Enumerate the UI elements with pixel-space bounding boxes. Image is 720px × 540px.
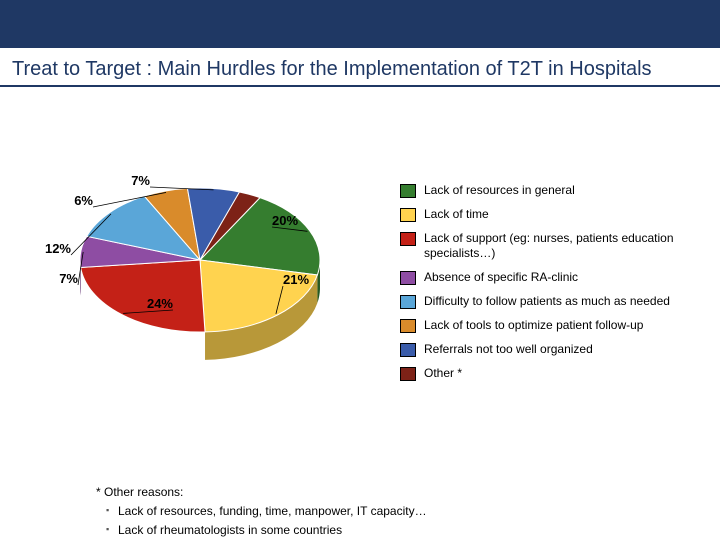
legend-swatch	[400, 208, 416, 222]
legend-item: Absence of specific RA-clinic	[400, 270, 700, 285]
legend-swatch	[400, 232, 416, 246]
legend-swatch	[400, 319, 416, 333]
legend-label: Lack of support (eg: nurses, patients ed…	[424, 231, 700, 261]
pie-slice	[81, 260, 205, 332]
legend-label: Referrals not too well organized	[424, 342, 593, 357]
legend-label: Difficulty to follow patients as much as…	[424, 294, 670, 309]
legend-item: Lack of tools to optimize patient follow…	[400, 318, 700, 333]
footnote-bullet: Lack of rheumatologists in some countrie…	[96, 521, 427, 540]
legend-label: Other *	[424, 366, 462, 381]
pct-label: 21%	[283, 272, 309, 287]
legend-label: Lack of resources in general	[424, 183, 575, 198]
legend-item: Other *	[400, 366, 700, 381]
legend-item: Lack of resources in general	[400, 183, 700, 198]
pct-label: 7%	[131, 173, 150, 188]
pct-label: 6%	[74, 193, 93, 208]
legend-label: Lack of time	[424, 207, 489, 222]
pct-label: 20%	[272, 213, 298, 228]
pie-chart: 20% 21% 24% 7% 12% 6% 7%	[0, 87, 400, 392]
pct-label: 7%	[59, 271, 78, 286]
legend-swatch	[400, 367, 416, 381]
legend-swatch	[400, 343, 416, 357]
footnote-heading: * Other reasons:	[96, 483, 427, 502]
footnote-bullet: Lack of resources, funding, time, manpow…	[96, 502, 427, 521]
legend-swatch	[400, 184, 416, 198]
legend-swatch	[400, 271, 416, 285]
pct-label: 12%	[45, 241, 71, 256]
chart-legend: Lack of resources in general Lack of time…	[400, 183, 700, 381]
legend-item: Difficulty to follow patients as much as…	[400, 294, 700, 309]
legend-label: Lack of tools to optimize patient follow…	[424, 318, 643, 333]
legend-item: Lack of time	[400, 207, 700, 222]
page-title: Treat to Target : Main Hurdles for the I…	[0, 48, 720, 87]
legend-item: Referrals not too well organized	[400, 342, 700, 357]
legend-label: Absence of specific RA-clinic	[424, 270, 578, 285]
footnotes: * Other reasons: Lack of resources, fund…	[96, 483, 427, 540]
top-bar	[0, 0, 720, 48]
legend-swatch	[400, 295, 416, 309]
legend-item: Lack of support (eg: nurses, patients ed…	[400, 231, 700, 261]
pct-label: 24%	[147, 296, 173, 311]
